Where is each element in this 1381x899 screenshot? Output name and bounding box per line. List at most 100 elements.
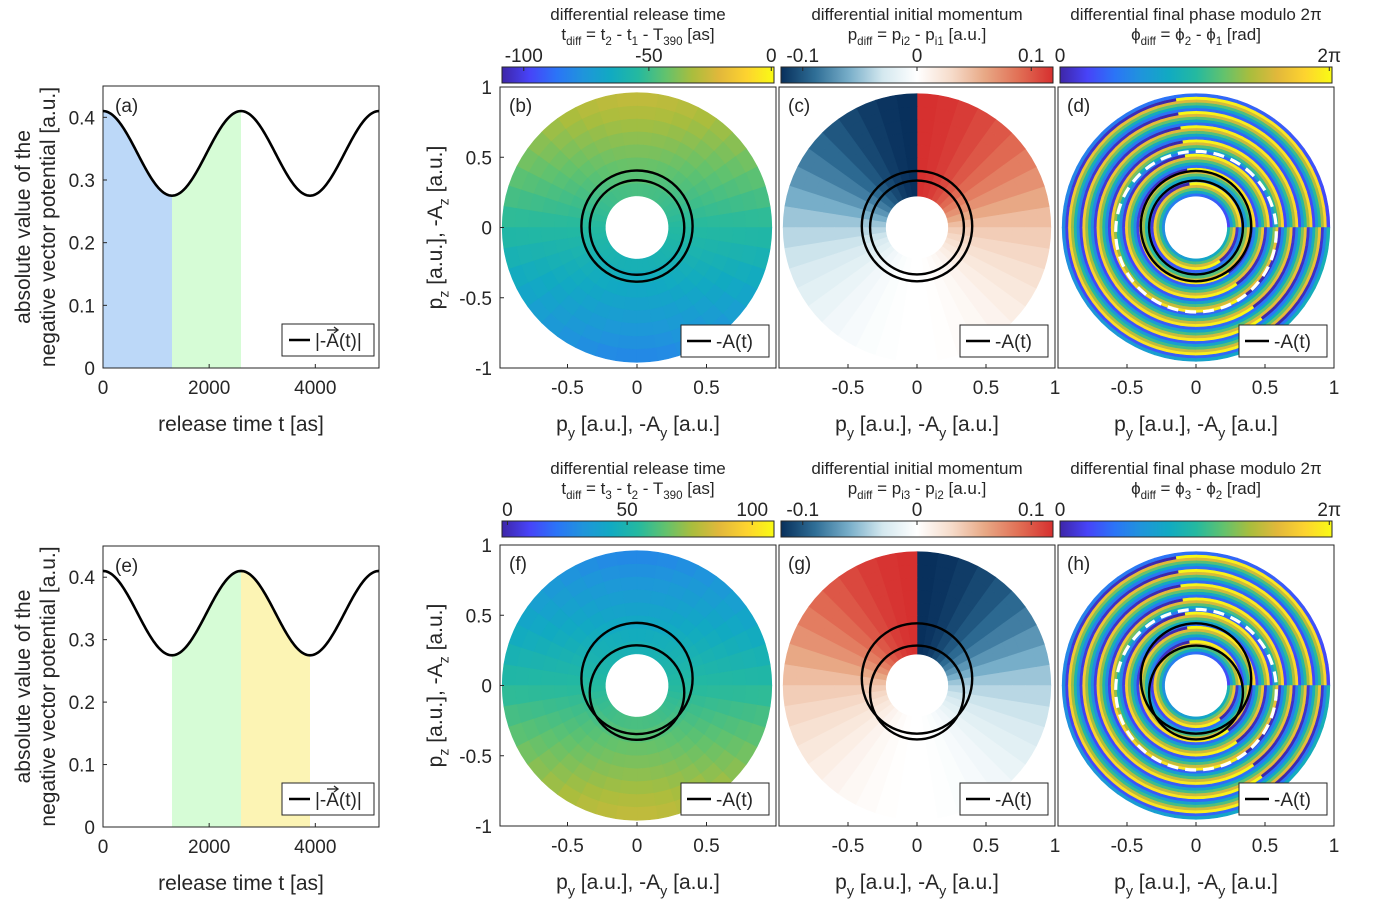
polar-cell — [617, 105, 638, 121]
colorbar-title: differential initial momentum — [811, 459, 1022, 478]
line-panel-a: 0 2000 4000 0 0.1 0.2 0.3 0.4 (a) release time t … — [12, 85, 380, 436]
panel-label: (d) — [1067, 96, 1090, 117]
polar-cell — [636, 563, 657, 579]
polar-cell — [916, 346, 939, 362]
polar-cell — [514, 685, 530, 705]
polar-cell — [973, 227, 988, 239]
polar-cell — [782, 206, 798, 228]
y-tick-label: -1 — [475, 817, 492, 838]
x-tick-label: 0.5 — [1252, 836, 1278, 857]
colorbar-title: differential release time — [550, 5, 725, 24]
vector-potential-circle — [1139, 169, 1253, 283]
legend-box — [959, 324, 1049, 358]
polar-cell — [1010, 668, 1026, 686]
polar-cell — [897, 564, 918, 579]
polar-cell — [1325, 685, 1331, 707]
y-tick-label: 0.3 — [69, 631, 95, 652]
polar-cell — [916, 576, 935, 592]
polar-cell — [795, 227, 811, 247]
x-axis-label: py [a.u.], -Ay [a.u.] — [556, 871, 720, 899]
legend-text: -A(t) — [995, 790, 1032, 811]
shaded-interval — [172, 570, 241, 827]
vector-potential-circle — [580, 169, 694, 283]
polar-cell — [514, 227, 530, 247]
polar-cell — [1036, 206, 1052, 228]
vector-potential-circle — [580, 621, 694, 736]
legend-text: -A(t) — [716, 790, 753, 811]
polar-panel-c: -0.5 0 0.5 1 py [a.u.], -Ay [a.u.] (c) -A(t) -0… — [778, 5, 1060, 441]
polar-cell — [744, 227, 760, 247]
polar-cell — [693, 227, 708, 239]
polar-cell — [718, 670, 734, 686]
y-tick-label: 0.1 — [69, 296, 95, 317]
polar-cell — [744, 685, 760, 705]
polar-cell — [615, 805, 638, 821]
polar-cell — [636, 131, 653, 146]
polar-cell — [1023, 666, 1039, 686]
polar-cell — [617, 792, 638, 808]
polar-cell — [757, 685, 773, 707]
polar-cell — [897, 334, 918, 349]
axes-box — [102, 545, 380, 828]
panel-label: (a) — [115, 96, 138, 117]
polar-cell — [636, 118, 655, 133]
vector-potential-curve — [102, 569, 380, 657]
y-tick-label: -0.5 — [459, 747, 492, 768]
vector-potential-circle — [868, 644, 966, 741]
x-tick-label: -0.5 — [551, 378, 584, 399]
x-tick-label: -0.5 — [1111, 836, 1144, 857]
polar-cell — [916, 766, 933, 782]
polar-cell — [540, 670, 556, 686]
vector-arrowhead — [333, 326, 340, 334]
colorbar-tick-label: 0.1 — [1018, 46, 1044, 67]
panel-label: (c) — [788, 96, 810, 117]
polar-cell — [636, 792, 657, 808]
legend-box — [281, 323, 375, 357]
y-axis-label-line1: absolute value of the — [12, 590, 35, 784]
polar-panel-h: -0.5 0 0.5 1 py [a.u.], -Ay [a.u.] (h) -A(t) 0 2… — [1055, 459, 1341, 899]
polar-cell — [973, 685, 988, 697]
y-axis-label-line1: absolute value of the — [12, 130, 35, 324]
polar-cell — [527, 227, 543, 245]
polar-cell — [1036, 227, 1052, 249]
polar-cell — [619, 118, 638, 133]
colorbar-title: differential final phase modulo 2π — [1070, 5, 1321, 24]
polar-cell — [998, 685, 1013, 701]
colorbar-tick-label: 0 — [912, 500, 923, 521]
polar-cell — [617, 563, 638, 579]
polar-cell — [501, 227, 517, 249]
y-tick-label: 0 — [481, 219, 492, 240]
polar-cell — [757, 206, 773, 228]
polar-cell — [903, 754, 918, 769]
polar-cell — [619, 576, 638, 591]
y-tick-label: 1 — [481, 78, 492, 99]
polar-cell — [623, 296, 638, 312]
polar-cell — [636, 143, 651, 159]
polar-cell — [916, 106, 937, 121]
polar-cell — [808, 668, 824, 686]
y-tick-label: 0.5 — [466, 606, 492, 627]
panel-label: (g) — [788, 554, 811, 575]
polar-cell — [757, 227, 773, 249]
panel-label: (f) — [509, 554, 527, 575]
polar-cell — [706, 685, 721, 699]
vector-potential-circle — [588, 179, 686, 276]
vector-potential-circle — [1147, 179, 1245, 276]
legend-text: -A(t) — [995, 332, 1032, 353]
panel-label: (b) — [509, 96, 532, 117]
polar-cell — [916, 131, 933, 147]
polar-cell — [1036, 685, 1052, 707]
polar-cell — [540, 227, 556, 243]
colorbar-tick-label: 50 — [617, 500, 638, 521]
polar-cell — [636, 92, 659, 108]
polar-cell — [901, 308, 918, 324]
polar-cell — [621, 767, 638, 782]
polar-cell — [566, 674, 581, 686]
panel-label: (e) — [115, 556, 138, 577]
x-tick-label: 0.5 — [973, 378, 999, 399]
polar-cell — [916, 589, 933, 605]
polar-panel-b: -0.5 0 0.5 1 0.5 0 -0.5 -1 pz [a.u.], -Az [a.u.]… — [424, 5, 777, 441]
polar-cell — [1023, 208, 1039, 228]
polar-cell — [998, 670, 1013, 686]
